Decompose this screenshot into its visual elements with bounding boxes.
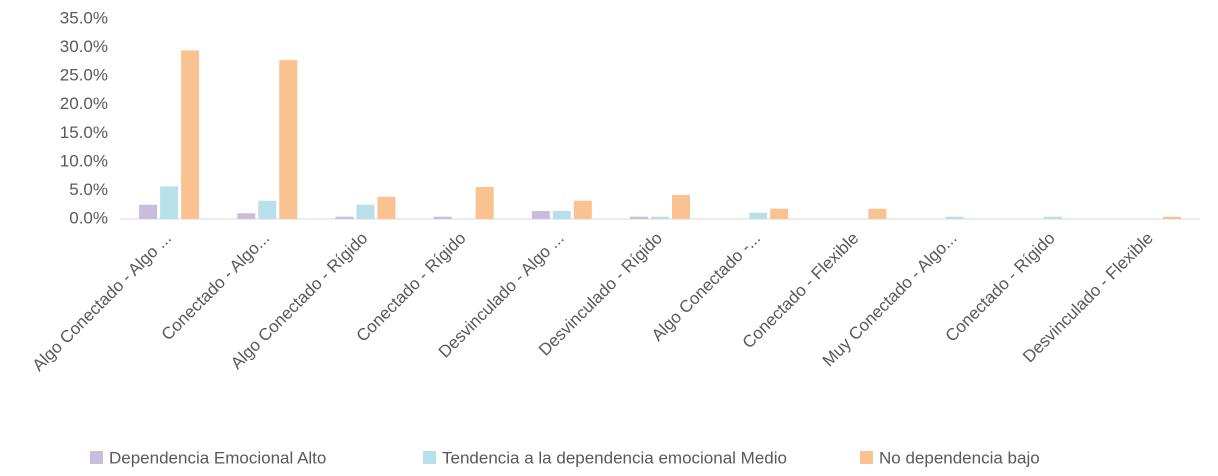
y-tick-label: 35.0% xyxy=(60,8,108,27)
bar xyxy=(945,216,964,219)
bar xyxy=(258,200,277,219)
bar xyxy=(552,211,571,219)
y-tick-label: 5.0% xyxy=(69,180,108,199)
legend-swatch xyxy=(423,451,436,464)
x-tick-label: Conectado - Algo... xyxy=(158,229,274,345)
legend-swatch xyxy=(860,451,873,464)
bar xyxy=(1043,216,1062,219)
legend-label: Dependencia Emocional Alto xyxy=(109,448,326,467)
y-tick-label: 20.0% xyxy=(60,94,108,113)
bar xyxy=(335,216,354,219)
bar xyxy=(475,187,494,219)
legend-label: Tendencia a la dependencia emocional Med… xyxy=(442,448,787,467)
bar xyxy=(770,208,789,219)
y-tick-label: 0.0% xyxy=(69,208,108,227)
bar xyxy=(868,208,887,219)
x-tick-label: Conectado - Rígido xyxy=(353,229,470,346)
y-tick-label: 25.0% xyxy=(60,66,108,85)
bar xyxy=(181,50,200,219)
bar xyxy=(356,204,375,219)
bar xyxy=(377,196,396,219)
legend-label: No dependencia bajo xyxy=(879,448,1040,467)
bar xyxy=(749,212,768,219)
bar xyxy=(573,200,592,219)
bar xyxy=(651,216,669,219)
legend-swatch xyxy=(90,451,103,464)
x-tick-label: Algo Conectado - Algo ... xyxy=(29,229,175,375)
x-tick-label: Conectado - Rígido xyxy=(942,229,1059,346)
bar xyxy=(279,60,298,220)
bar xyxy=(160,186,179,219)
bar xyxy=(1162,216,1181,219)
bar xyxy=(433,216,452,219)
bar xyxy=(237,213,256,219)
bar xyxy=(672,195,690,219)
bar xyxy=(531,211,550,219)
bar xyxy=(630,216,648,219)
bar xyxy=(139,204,158,219)
y-tick-label: 30.0% xyxy=(60,37,108,56)
x-tick-label: Algo Conectado -... xyxy=(648,229,764,345)
y-tick-label: 10.0% xyxy=(60,151,108,170)
y-tick-label: 15.0% xyxy=(60,123,108,142)
